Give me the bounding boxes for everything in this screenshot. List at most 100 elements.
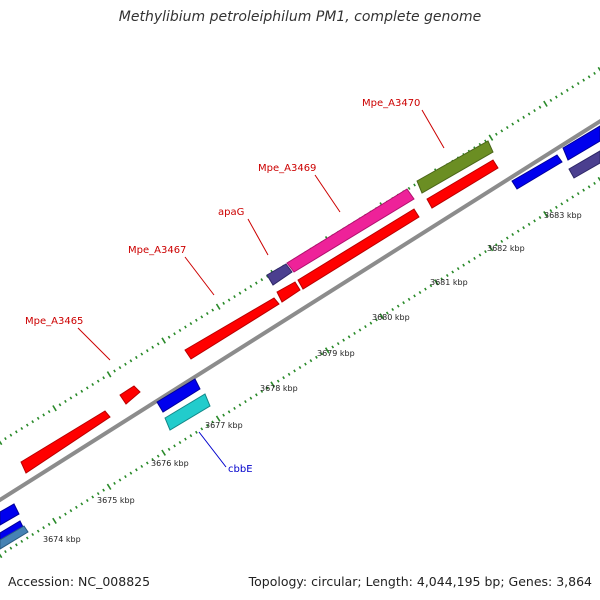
label-apag: apaG (218, 207, 244, 218)
outer-tick (488, 134, 494, 141)
inner-tick (549, 209, 553, 213)
inner-tick (527, 222, 531, 226)
leader-mpe-a3470 (421, 109, 445, 149)
inner-tick (369, 321, 373, 325)
gene-cbbe[interactable] (164, 393, 211, 431)
inner-tick (52, 517, 57, 525)
inner-tick (156, 454, 160, 458)
outer-tick (31, 420, 35, 424)
leader-mpe-a3469 (314, 174, 341, 213)
inner-tick (80, 502, 84, 506)
inner-tick (293, 369, 296, 373)
scale-label-3679: 3679 kbp (317, 349, 355, 358)
inner-tick (255, 393, 258, 397)
gene-mpe-a3465[interactable] (20, 410, 111, 474)
gene-slate-left[interactable] (0, 525, 29, 550)
gene-red-right[interactable] (426, 159, 499, 209)
outer-tick (249, 284, 253, 288)
inner-tick (151, 457, 155, 462)
genome-backbone (0, 118, 600, 503)
outer-tick (36, 416, 40, 420)
outer-tick (184, 325, 187, 329)
inner-tick (167, 447, 171, 451)
inner-tick (238, 403, 242, 407)
inner-tick (582, 188, 585, 192)
inner-tick (571, 195, 575, 199)
gene-blue-right-2[interactable] (562, 125, 600, 161)
inner-tick (124, 475, 127, 479)
gene-mpe-a3470[interactable] (416, 140, 494, 194)
outer-tick (576, 81, 580, 86)
inner-tick (315, 355, 318, 359)
gene-purple-right[interactable] (568, 150, 600, 179)
gene-mpe-a3467[interactable] (184, 297, 280, 360)
inner-tick (473, 256, 476, 260)
inner-tick (96, 492, 100, 496)
outer-tick (227, 298, 231, 302)
outer-tick (124, 362, 127, 366)
inner-tick (129, 471, 133, 475)
inner-tick (140, 464, 144, 468)
inner-tick (434, 279, 439, 286)
inner-tick (336, 342, 340, 346)
gene-blue-right-1[interactable] (511, 154, 563, 190)
outer-tick (555, 95, 558, 99)
inner-tick (205, 423, 209, 428)
inner-tick (91, 495, 95, 499)
outer-tick (255, 281, 258, 285)
outer-tick (85, 386, 89, 390)
inner-tick (495, 243, 498, 247)
inner-tick (587, 185, 591, 189)
inner-tick (391, 307, 395, 312)
gene-mpe-a3469[interactable] (286, 188, 415, 273)
inner-tick (516, 229, 520, 233)
inner-tick (565, 198, 569, 203)
inner-tick (173, 444, 176, 448)
inner-tick (102, 488, 105, 492)
outer-tick (151, 345, 155, 349)
inner-tick (113, 481, 116, 485)
label-mpe-a3467: Mpe_A3467 (128, 245, 186, 256)
gene-red-short[interactable] (276, 281, 301, 303)
inner-tick (135, 468, 138, 472)
inner-tick (555, 205, 558, 209)
outer-tick (161, 337, 166, 344)
inner-tick (9, 546, 13, 550)
inner-tick (331, 345, 335, 349)
outer-tick (582, 78, 585, 82)
inner-tick (265, 386, 269, 390)
inner-tick (353, 331, 356, 335)
inner-tick-track (0, 176, 600, 559)
inner-tick (15, 543, 18, 547)
inner-tick (215, 415, 221, 422)
inner-tick (260, 389, 264, 393)
scale-label-3677: 3677 kbp (205, 421, 243, 430)
outer-tick (58, 403, 62, 407)
inner-tick (488, 245, 494, 252)
outer-tick (527, 112, 531, 116)
gene-apag[interactable] (266, 263, 293, 286)
scale-label-3675: 3675 kbp (97, 496, 135, 505)
outer-tick (205, 311, 209, 316)
inner-tick (467, 260, 471, 264)
inner-tick (445, 273, 449, 278)
outer-tick (25, 423, 29, 427)
inner-tick (270, 381, 276, 388)
outer-tick (260, 278, 264, 282)
gene-blue-center[interactable] (156, 378, 201, 413)
gene-blue-left-1[interactable] (0, 503, 20, 526)
label-mpe-a3469: Mpe_A3469 (258, 163, 316, 174)
leader-apag (247, 218, 269, 256)
label-mpe-a3470: Mpe_A3470 (362, 98, 420, 109)
outer-tick (9, 433, 13, 437)
inner-tick (500, 239, 504, 243)
inner-tick (0, 553, 3, 559)
outer-tick (0, 440, 3, 446)
gene-red-long[interactable] (297, 208, 420, 290)
outer-tick (495, 132, 498, 136)
outer-tick (189, 322, 193, 326)
inner-tick (211, 420, 215, 424)
gene-small-red[interactable] (119, 385, 141, 405)
inner-tick (161, 449, 166, 456)
